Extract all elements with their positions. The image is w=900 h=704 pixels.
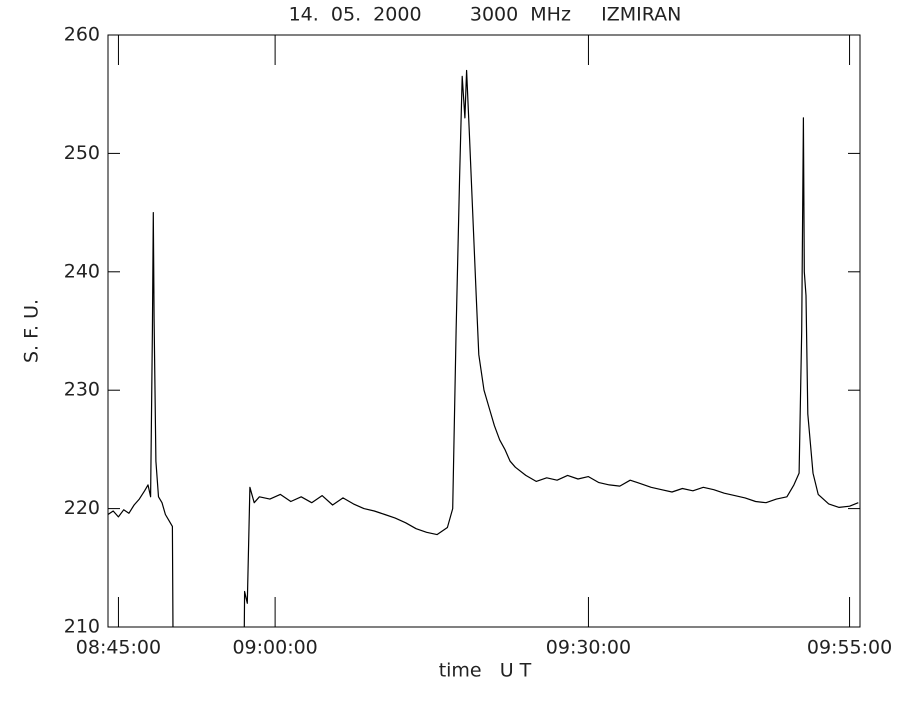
plot-area — [108, 69, 859, 627]
x-tick-label: 09:55:00 — [807, 637, 892, 659]
x-tick-label: 08:45:00 — [76, 637, 161, 659]
x-tick-label: 09:00:00 — [232, 637, 317, 659]
x-tick-label: 09:30:00 — [546, 637, 631, 659]
y-tick-label: 260 — [64, 24, 100, 46]
y-tick-label: 240 — [64, 260, 100, 282]
y-tick-label: 210 — [64, 616, 100, 638]
y-tick-label: 230 — [64, 379, 100, 401]
x-axis-label: time U T — [439, 660, 532, 682]
y-tick-label: 220 — [64, 497, 100, 519]
y-axis-label: S. F. U. — [21, 299, 43, 363]
y-tick-label: 250 — [64, 142, 100, 164]
chart-title: 14. 05. 2000 3000 MHz IZMIRAN — [289, 4, 682, 26]
plot-frame — [107, 34, 861, 628]
data-line — [108, 69, 859, 627]
